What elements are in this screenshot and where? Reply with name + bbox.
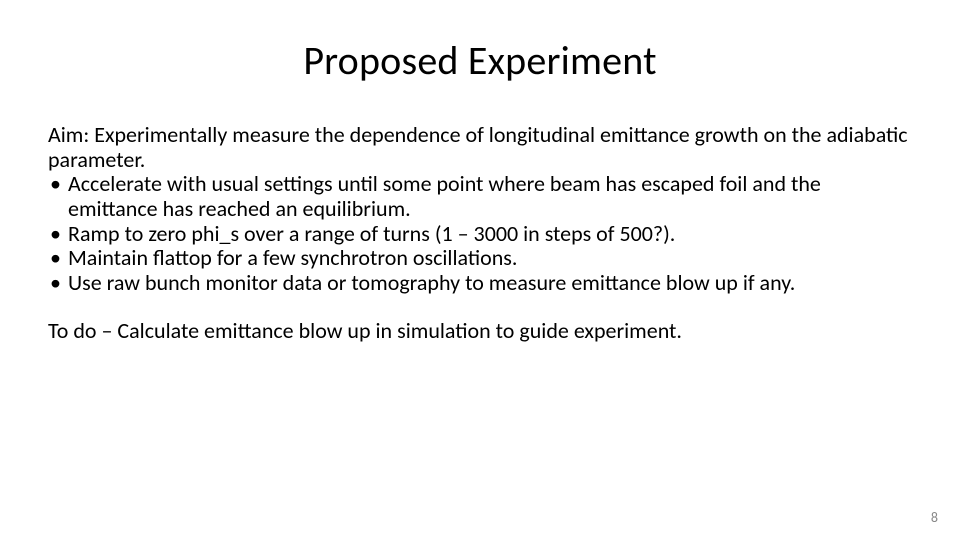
bullet-text: Maintain flattop for a few synchrotron o… bbox=[68, 244, 517, 271]
bullet-icon: • bbox=[50, 222, 61, 247]
slide-title: Proposed Experiment bbox=[48, 36, 912, 85]
page-number: 8 bbox=[931, 509, 938, 526]
bullet-item: • Use raw bunch monitor data or tomograph… bbox=[48, 271, 912, 296]
bullet-text: Use raw bunch monitor data or tomography… bbox=[68, 269, 795, 296]
aim-label: Aim: bbox=[48, 121, 89, 148]
aim-line: Aim: Experimentally measure the dependen… bbox=[48, 123, 912, 172]
bullet-icon: • bbox=[50, 172, 61, 197]
aim-text: Experimentally measure the dependence of… bbox=[48, 121, 908, 173]
bullet-text: Accelerate with usual settings until som… bbox=[68, 170, 821, 222]
bullet-item: • Ramp to zero phi_s over a range of turn… bbox=[48, 222, 912, 247]
bullet-item: • Accelerate with usual settings until so… bbox=[48, 172, 912, 221]
bullet-item: • Maintain flattop for a few synchrotron … bbox=[48, 246, 912, 271]
bullet-text: Ramp to zero phi_s over a range of turns… bbox=[68, 220, 675, 247]
todo-line: To do – Calculate emittance blow up in s… bbox=[48, 319, 912, 344]
bullet-icon: • bbox=[50, 271, 61, 296]
slide: Proposed Experiment Aim: Experimentally … bbox=[0, 0, 960, 540]
slide-body: Aim: Experimentally measure the dependen… bbox=[48, 123, 912, 344]
bullet-list: • Accelerate with usual settings until so… bbox=[48, 172, 912, 295]
bullet-icon: • bbox=[50, 246, 61, 271]
